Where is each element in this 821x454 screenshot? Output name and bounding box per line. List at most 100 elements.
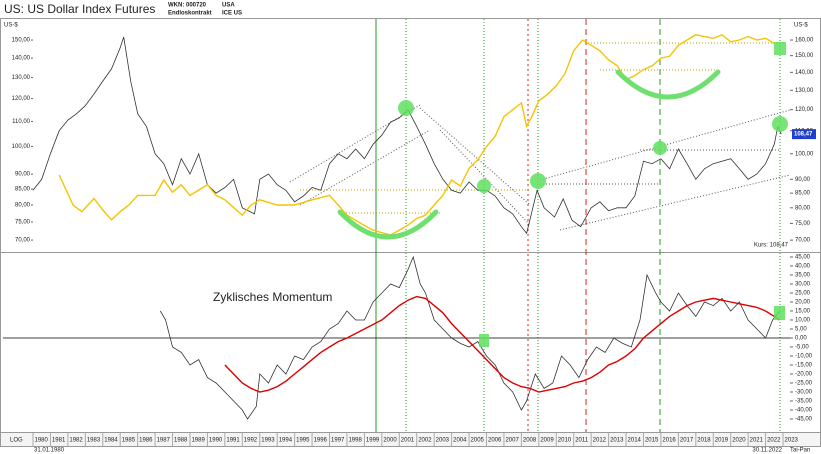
x-tick-label: 2008 <box>523 438 537 444</box>
y-tick-label: 35,00 <box>795 273 811 279</box>
annotation: Zyklisches Momentum <box>213 290 332 304</box>
y-tick-label: 120,00 <box>795 107 814 113</box>
y2-tick-label: 80,00 <box>15 203 31 209</box>
brand: Tai-Pan <box>790 448 810 454</box>
y2-tick-label: 70,00 <box>15 238 31 244</box>
y-tick-label: 45,00 <box>795 255 811 261</box>
x-tick-label: 2007 <box>505 438 519 444</box>
y-tick-label: -20,00 <box>795 372 813 378</box>
cycle-arc <box>615 69 721 100</box>
x-tick-label: 2000 <box>383 438 397 444</box>
x-tick-label: 2012 <box>593 438 607 444</box>
y-tick-label: 160,00 <box>795 38 814 44</box>
y-tick-label: 150,00 <box>795 53 814 59</box>
y2-tick-label: 85,00 <box>15 187 31 193</box>
series-line <box>159 255 780 420</box>
y-tick-label: -40,00 <box>795 408 813 414</box>
x-tick-label: 2010 <box>558 438 572 444</box>
trend-line <box>289 104 421 183</box>
end-date: 30.11.2022 <box>752 448 782 454</box>
cycle-circle <box>477 179 491 193</box>
y-tick-label: -15,00 <box>795 363 813 369</box>
x-tick-label: 2009 <box>540 438 554 444</box>
y-tick-label: -35,00 <box>795 399 813 405</box>
wkn: WKN: 000720 <box>168 3 207 9</box>
scale-label: LOG <box>10 438 23 444</box>
y2-tick-label: 140,00 <box>12 56 31 62</box>
x-tick-label: 1992 <box>244 438 258 444</box>
x-tick-label: 2014 <box>628 438 642 444</box>
x-tick-label: 1997 <box>331 438 345 444</box>
y-tick-label: -30,00 <box>795 390 813 396</box>
level-lines <box>300 42 785 214</box>
country: USA <box>222 3 235 9</box>
trend-line <box>559 174 791 231</box>
cycle-box <box>479 334 489 347</box>
y2-tick-label: 75,00 <box>15 220 31 226</box>
x-tick-label: 1986 <box>139 438 153 444</box>
y-tick-label: -45,00 <box>795 417 813 423</box>
x-tick-label: 2004 <box>453 438 467 444</box>
x-tick-label: 1990 <box>209 438 223 444</box>
y-tick-label: 100,00 <box>795 151 814 157</box>
y-tick-label: 10,00 <box>795 318 811 324</box>
x-tick-label: 2013 <box>610 438 624 444</box>
x-tick-label: 1984 <box>104 438 118 444</box>
trend-line <box>419 107 531 206</box>
y-tick-label: 20,00 <box>795 300 811 306</box>
y-tick-label: 25,00 <box>795 291 811 297</box>
y-tick-label: 80,00 <box>795 205 811 211</box>
x-tick-label: 2006 <box>488 438 502 444</box>
x-tick-label: 2003 <box>436 438 450 444</box>
cycle-box <box>774 42 786 55</box>
cycle-circle <box>398 100 414 116</box>
cycle-box <box>774 306 785 320</box>
x-tick-label: 2023 <box>785 438 799 444</box>
x-tick-label: 1983 <box>87 438 101 444</box>
y-tick-label: 140,00 <box>795 70 814 76</box>
y-tick-label: 0,00 <box>795 336 807 342</box>
x-tick-label: 1993 <box>261 438 275 444</box>
x-tick-label: 1995 <box>296 438 310 444</box>
x-tick-label: 2018 <box>697 438 711 444</box>
x-tick-label: 2020 <box>732 438 746 444</box>
last-value-label: 108,47 <box>794 132 813 138</box>
x-tick-label: 2016 <box>662 438 676 444</box>
x-tick-label: 1980 <box>35 438 49 444</box>
x-tick-label: 2001 <box>401 438 415 444</box>
x-tick-label: 1998 <box>348 438 362 444</box>
trend-line <box>439 129 531 226</box>
y-tick-label: -25,00 <box>795 381 813 387</box>
x-tick-label: 1982 <box>69 438 83 444</box>
y2-axis-label: US-$ <box>4 23 18 29</box>
y-tick-label: 85,00 <box>795 191 811 197</box>
x-tick-label: 1989 <box>191 438 205 444</box>
last-price: Kurs: 108,47 <box>754 243 789 249</box>
series-line <box>58 33 775 236</box>
exchange: ICE US <box>222 11 242 17</box>
cycle-highlights <box>398 42 788 347</box>
cycle-arcs <box>337 69 721 240</box>
x-tick-label: 2011 <box>575 438 589 444</box>
y-tick-label: 15,00 <box>795 309 811 315</box>
y-tick-label: 40,00 <box>795 264 811 270</box>
y2-tick-label: 110,00 <box>12 119 31 125</box>
y2-tick-label: 90,00 <box>15 172 31 178</box>
x-tick-label: 2005 <box>471 438 485 444</box>
x-tick-label: 2002 <box>418 438 432 444</box>
y2-tick-label: 100,00 <box>12 144 31 150</box>
cycle-circle <box>530 173 546 189</box>
chart-title: US: US Dollar Index Futures <box>4 2 155 16</box>
y-tick-label: 70,00 <box>795 238 811 244</box>
x-tick-label: 1988 <box>174 438 188 444</box>
x-tick-label: 1985 <box>122 438 136 444</box>
x-tick-label: 1994 <box>279 438 293 444</box>
y-tick-label: 5,00 <box>795 327 807 333</box>
y-tick-label: -5,00 <box>795 345 809 351</box>
contract: Endloskontrakt <box>168 11 212 17</box>
cycle-circle <box>772 116 788 132</box>
x-tick-label: 2019 <box>715 438 729 444</box>
y2-tick-label: 120,00 <box>12 96 31 102</box>
cycle-circle <box>653 141 667 155</box>
